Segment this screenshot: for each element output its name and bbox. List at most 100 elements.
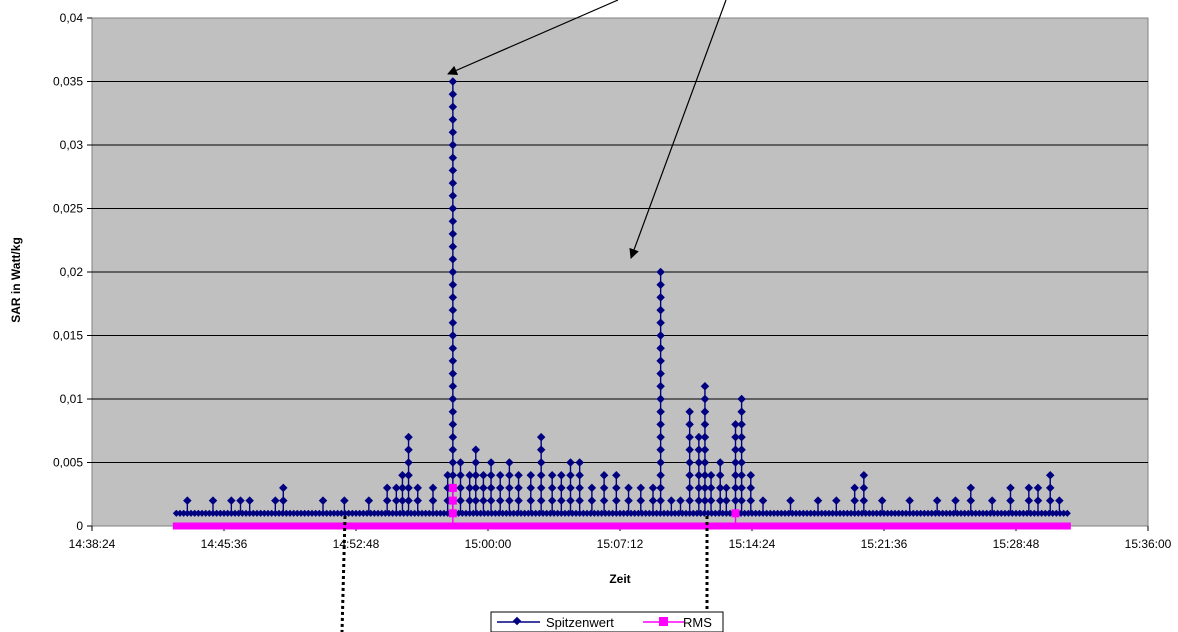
data-point (891, 509, 899, 517)
data-point (840, 509, 848, 517)
data-point (979, 509, 987, 517)
data-point (601, 522, 609, 530)
data-point (624, 496, 633, 505)
data-point (514, 470, 523, 480)
data-point (731, 432, 740, 442)
data-point (308, 522, 316, 530)
data-point (381, 522, 389, 530)
data-point (700, 522, 708, 530)
data-point (983, 522, 991, 530)
data-point (547, 496, 557, 505)
data-point (873, 522, 881, 530)
data-point (334, 522, 342, 530)
data-point (565, 522, 573, 530)
data-point (536, 496, 546, 505)
data-point (422, 509, 430, 517)
data-point (813, 496, 823, 505)
data-point (471, 496, 481, 505)
data-point (220, 522, 228, 530)
data-point (755, 509, 763, 517)
data-point (505, 496, 514, 505)
data-point (246, 522, 254, 530)
data-point (924, 509, 932, 517)
data-point (389, 522, 397, 530)
data-point (689, 522, 697, 530)
data-point (983, 509, 991, 517)
data-point (575, 458, 584, 467)
data-point (697, 522, 705, 530)
data-point (763, 522, 771, 530)
data-point (781, 522, 789, 530)
data-point (382, 496, 392, 505)
data-point (1019, 522, 1027, 530)
data-point (448, 115, 458, 124)
data-point (514, 483, 523, 493)
data-point (877, 496, 887, 505)
data-point (722, 496, 731, 505)
data-point (198, 509, 206, 517)
data-point (224, 509, 232, 517)
data-point (348, 509, 356, 517)
data-point (645, 509, 653, 517)
data-point (364, 496, 374, 505)
data-point (293, 509, 301, 517)
data-point (448, 356, 458, 366)
data-point (961, 509, 969, 517)
data-point (275, 522, 283, 530)
data-point (176, 522, 184, 530)
data-point (898, 509, 906, 517)
data-point (191, 522, 199, 530)
data-point (242, 522, 250, 530)
data-point (403, 522, 411, 530)
data-point (448, 166, 458, 175)
data-point (448, 343, 458, 353)
data-point (758, 496, 768, 505)
data-point (514, 496, 523, 505)
data-point (359, 522, 367, 530)
data-point (748, 522, 756, 530)
data-point (477, 509, 485, 517)
data-point (392, 483, 401, 493)
data-point (448, 140, 458, 150)
data-point (924, 522, 932, 530)
y-tick-label: 0,02 (60, 265, 84, 279)
data-point (448, 483, 457, 492)
data-point (975, 509, 983, 517)
data-point (968, 522, 976, 530)
data-point (746, 470, 756, 480)
data-point (803, 522, 811, 530)
data-point (505, 470, 514, 480)
data-point (428, 483, 438, 493)
data-point (682, 522, 690, 530)
data-point (319, 522, 327, 530)
data-point (1049, 522, 1057, 530)
data-point (444, 522, 452, 530)
data-point (557, 470, 566, 480)
data-point (172, 522, 180, 530)
data-point (731, 458, 740, 467)
data-point (700, 470, 710, 480)
data-point (966, 483, 976, 493)
data-point (448, 331, 458, 340)
data-point (774, 522, 782, 530)
data-point (737, 394, 746, 404)
data-point (913, 522, 921, 530)
y-tick-label: 0,005 (53, 456, 83, 470)
data-point (436, 522, 444, 530)
data-point (746, 496, 756, 505)
data-point (799, 509, 807, 517)
data-point (667, 496, 676, 505)
data-point (510, 522, 518, 530)
data-point (731, 496, 740, 505)
data-point (920, 509, 928, 517)
data-point (744, 522, 752, 530)
data-point (722, 483, 731, 493)
data-point (382, 483, 392, 493)
data-point (972, 522, 980, 530)
data-point (378, 509, 386, 517)
data-point (471, 445, 481, 455)
data-point (706, 470, 716, 480)
data-point (491, 509, 499, 517)
data-point (777, 522, 785, 530)
data-point (656, 305, 665, 315)
